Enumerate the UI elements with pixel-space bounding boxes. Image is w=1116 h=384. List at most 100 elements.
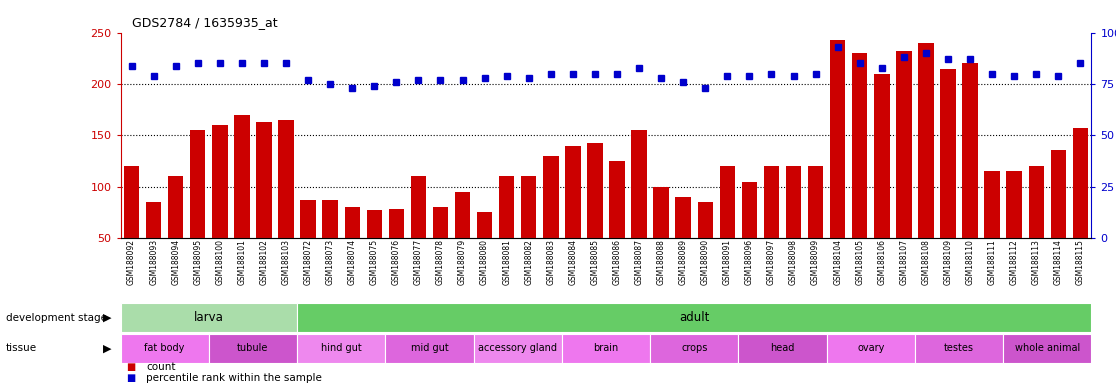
Bar [521, 177, 537, 290]
Bar [455, 192, 470, 290]
Text: GSM188110: GSM188110 [965, 239, 974, 285]
Bar [234, 115, 250, 290]
Bar [124, 166, 140, 290]
Text: head: head [770, 343, 795, 354]
Bar [941, 69, 955, 290]
Bar [1072, 128, 1088, 290]
Text: GSM188083: GSM188083 [547, 239, 556, 285]
Bar [297, 334, 385, 363]
Bar [632, 130, 647, 290]
Text: GDS2784 / 1635935_at: GDS2784 / 1635935_at [132, 16, 277, 29]
Text: GSM188082: GSM188082 [525, 239, 533, 285]
Bar [962, 63, 978, 290]
Bar [411, 177, 426, 290]
Bar [1007, 171, 1022, 290]
Bar [477, 212, 492, 290]
Bar [918, 43, 934, 290]
Bar [146, 202, 162, 290]
Bar [257, 122, 271, 290]
Text: GSM188102: GSM188102 [259, 239, 269, 285]
Text: crops: crops [681, 343, 708, 354]
Bar [651, 334, 739, 363]
Bar [808, 166, 824, 290]
Bar [209, 334, 297, 363]
Text: GSM188108: GSM188108 [922, 239, 931, 285]
Text: brain: brain [594, 343, 618, 354]
Bar [675, 197, 691, 290]
Bar [121, 303, 297, 332]
Text: ■: ■ [126, 362, 135, 372]
Text: GSM188088: GSM188088 [656, 239, 665, 285]
Text: GSM188104: GSM188104 [834, 239, 843, 285]
Text: GSM188109: GSM188109 [943, 239, 953, 285]
Text: count: count [146, 362, 175, 372]
Bar [388, 209, 404, 290]
Text: GSM188112: GSM188112 [1010, 239, 1019, 285]
Bar [323, 200, 338, 290]
Text: GSM188075: GSM188075 [369, 239, 378, 285]
Text: GSM188107: GSM188107 [899, 239, 908, 285]
Text: GSM188103: GSM188103 [281, 239, 290, 285]
Bar [121, 334, 209, 363]
Text: GSM188079: GSM188079 [458, 239, 468, 285]
Text: GSM188098: GSM188098 [789, 239, 798, 285]
Text: GSM188100: GSM188100 [215, 239, 224, 285]
Text: tubule: tubule [238, 343, 269, 354]
Bar [830, 40, 846, 290]
Bar [587, 142, 603, 290]
Bar [742, 182, 757, 290]
Text: GSM188074: GSM188074 [348, 239, 357, 285]
Bar [609, 161, 625, 290]
Bar [297, 303, 1091, 332]
Bar [984, 171, 1000, 290]
Bar [499, 177, 514, 290]
Text: GSM188085: GSM188085 [590, 239, 599, 285]
Bar [915, 334, 1003, 363]
Bar [1050, 150, 1066, 290]
Text: GSM188101: GSM188101 [238, 239, 247, 285]
Text: GSM188072: GSM188072 [304, 239, 312, 285]
Text: GSM188093: GSM188093 [150, 239, 158, 285]
Text: GSM188086: GSM188086 [613, 239, 622, 285]
Text: GSM188087: GSM188087 [635, 239, 644, 285]
Text: GSM188080: GSM188080 [480, 239, 489, 285]
Text: mid gut: mid gut [411, 343, 449, 354]
Text: adult: adult [679, 311, 710, 324]
Text: GSM188106: GSM188106 [877, 239, 886, 285]
Bar [654, 187, 668, 290]
Text: ovary: ovary [857, 343, 885, 354]
Text: GSM188084: GSM188084 [568, 239, 577, 285]
Bar [543, 156, 558, 290]
Bar [698, 202, 713, 290]
Text: GSM188099: GSM188099 [811, 239, 820, 285]
Text: percentile rank within the sample: percentile rank within the sample [146, 373, 323, 383]
Bar [874, 74, 889, 290]
Text: GSM188090: GSM188090 [701, 239, 710, 285]
Bar [300, 200, 316, 290]
Bar [763, 166, 779, 290]
Text: hind gut: hind gut [320, 343, 362, 354]
Text: GSM188089: GSM188089 [679, 239, 687, 285]
Text: ▶: ▶ [103, 313, 112, 323]
Text: testes: testes [944, 343, 974, 354]
Text: GSM188111: GSM188111 [988, 239, 997, 285]
Text: GSM188092: GSM188092 [127, 239, 136, 285]
Bar [345, 207, 360, 290]
Text: tissue: tissue [6, 343, 37, 354]
Text: fat body: fat body [144, 343, 185, 354]
Bar [278, 120, 294, 290]
Bar [1029, 166, 1043, 290]
Text: ▶: ▶ [103, 343, 112, 354]
Text: GSM188078: GSM188078 [436, 239, 445, 285]
Text: GSM188105: GSM188105 [855, 239, 864, 285]
Text: GSM188114: GSM188114 [1054, 239, 1062, 285]
Bar [190, 130, 205, 290]
Bar [473, 334, 561, 363]
Bar [561, 334, 651, 363]
Text: GSM188091: GSM188091 [723, 239, 732, 285]
Text: development stage: development stage [6, 313, 107, 323]
Bar [212, 125, 228, 290]
Bar [739, 334, 827, 363]
Bar [720, 166, 735, 290]
Text: GSM188076: GSM188076 [392, 239, 401, 285]
